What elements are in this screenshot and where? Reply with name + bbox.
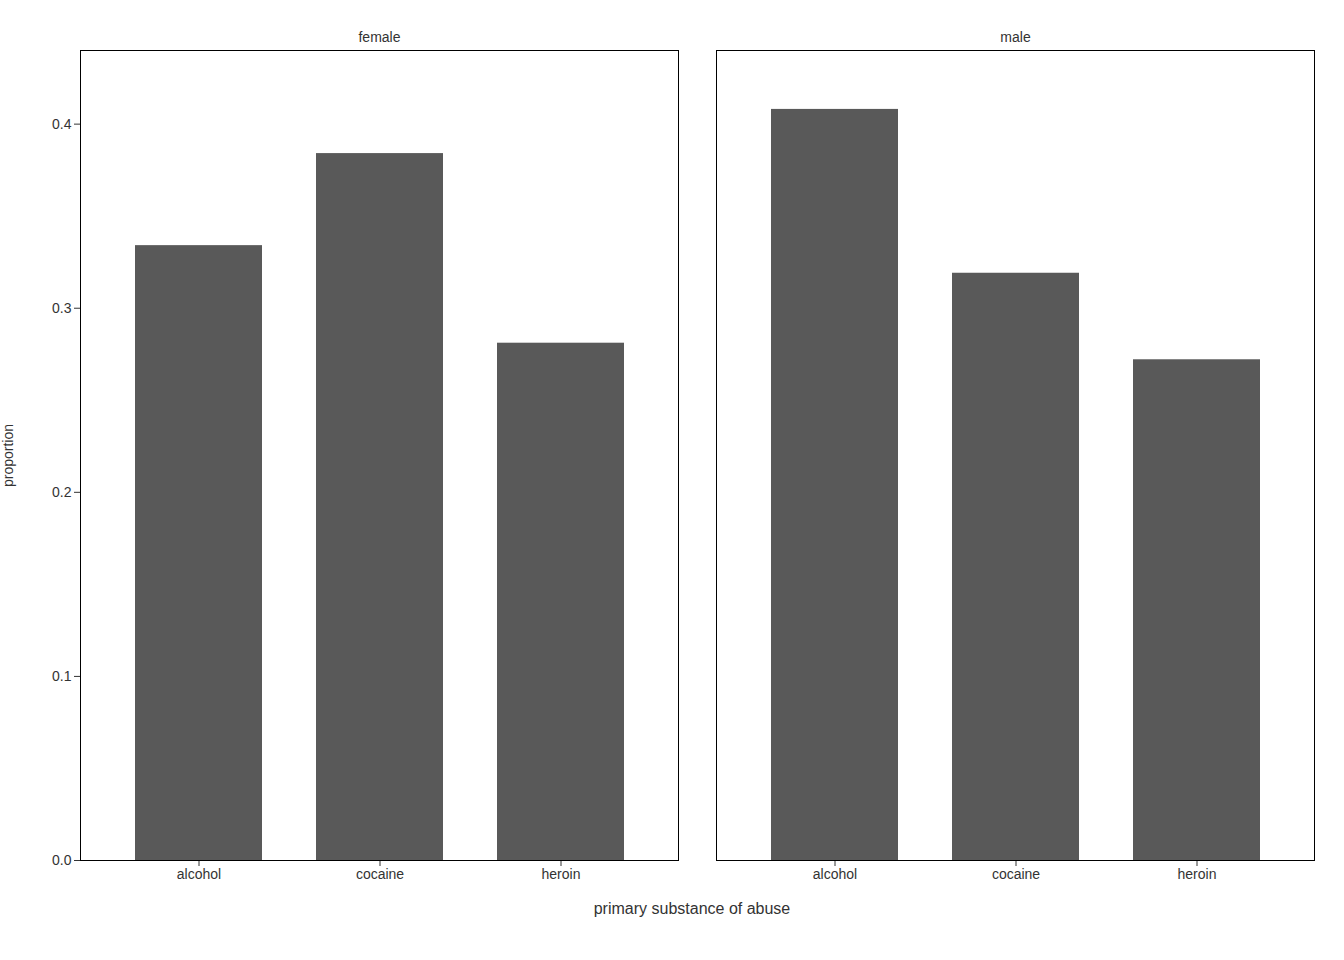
svg-text:cocaine: cocaine [356,866,404,882]
svg-text:male: male [1000,29,1031,45]
svg-text:0.3: 0.3 [52,300,72,316]
svg-text:heroin: heroin [1178,866,1217,882]
html-text:primary substance of abuse: primary substance of abuse [593,900,791,917]
svg-text:alcohol: alcohol [177,866,221,882]
svg-text:0.0: 0.0 [52,852,72,868]
svg-text:0.4: 0.4 [52,116,72,132]
svg-text:0.2: 0.2 [52,484,72,500]
svg-text:cocaine: cocaine [992,866,1040,882]
svg-text:heroin: heroin [542,866,581,882]
svg-text:proportion: proportion [0,424,16,487]
svg-text:female: female [358,29,400,45]
svg-text:0.1: 0.1 [52,668,72,684]
svg-text:alcohol: alcohol [813,866,857,882]
